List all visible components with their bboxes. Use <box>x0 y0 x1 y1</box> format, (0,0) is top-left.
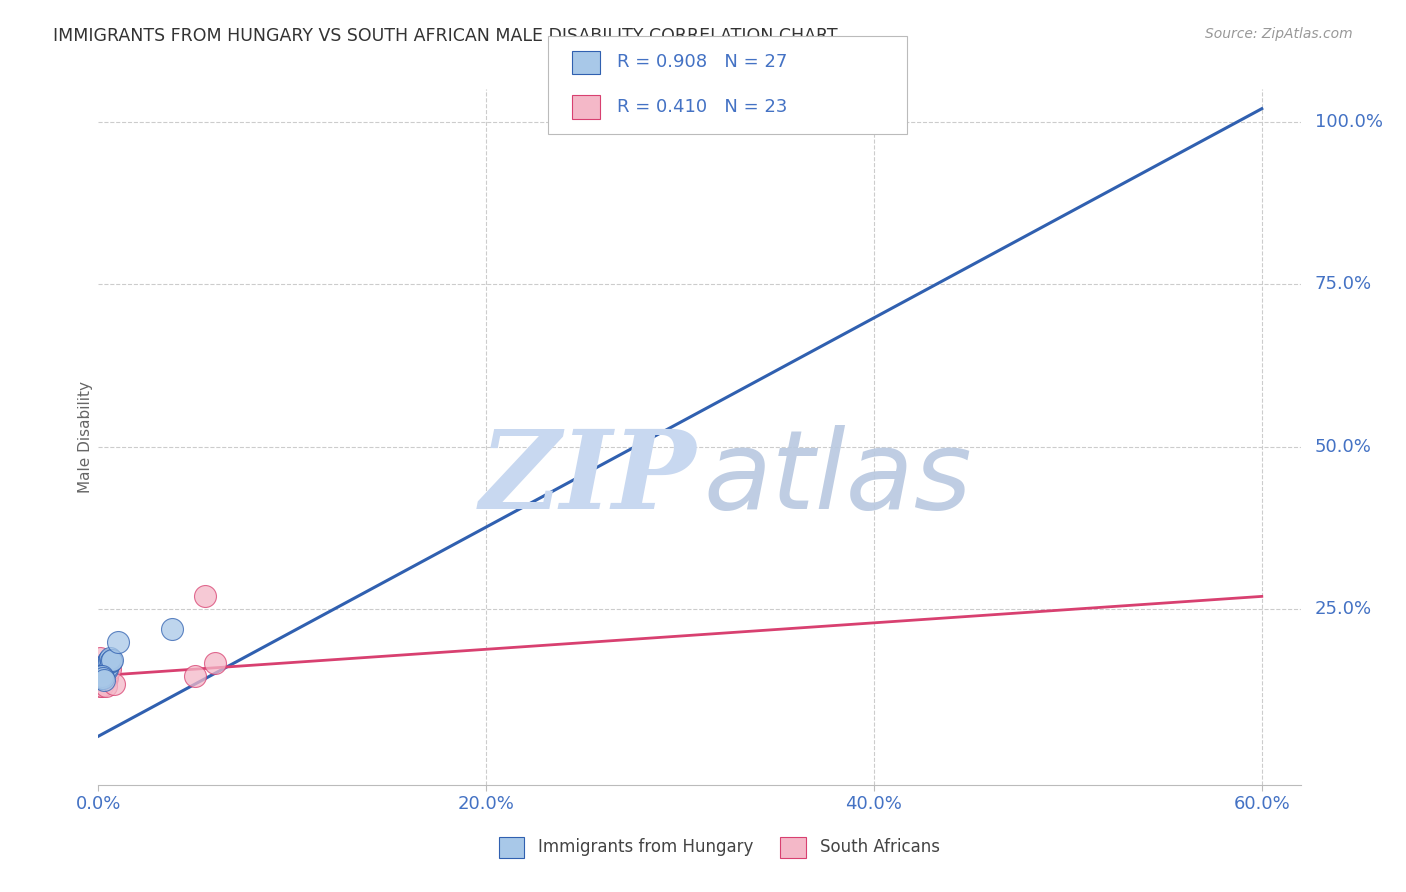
Point <box>100 654 122 668</box>
Text: R = 0.908   N = 27: R = 0.908 N = 27 <box>617 54 787 71</box>
Point <box>89 664 111 678</box>
Point <box>91 669 114 683</box>
Point <box>90 662 112 676</box>
Point <box>91 662 114 676</box>
Point <box>96 669 118 683</box>
Point <box>90 659 112 673</box>
Text: IMMIGRANTS FROM HUNGARY VS SOUTH AFRICAN MALE DISABILITY CORRELATION CHART: IMMIGRANTS FROM HUNGARY VS SOUTH AFRICAN… <box>53 27 838 45</box>
Point <box>89 651 111 665</box>
Point <box>93 669 115 683</box>
Text: ZIP: ZIP <box>479 425 696 533</box>
Point <box>89 679 111 693</box>
Point <box>184 669 207 683</box>
Point <box>97 654 120 668</box>
Point <box>94 664 117 678</box>
Point <box>96 662 118 676</box>
Point <box>91 679 114 693</box>
Point <box>93 659 115 673</box>
Text: Source: ZipAtlas.com: Source: ZipAtlas.com <box>1205 27 1353 41</box>
Point <box>94 662 117 676</box>
Point <box>91 669 114 683</box>
Y-axis label: Male Disability: Male Disability <box>77 381 93 493</box>
Point <box>98 662 121 676</box>
Point <box>90 664 112 678</box>
Point <box>160 622 183 636</box>
Point <box>98 651 121 665</box>
Point <box>91 671 114 685</box>
Point <box>103 677 125 691</box>
Point <box>90 662 112 676</box>
Point <box>89 664 111 678</box>
Point <box>98 653 121 667</box>
Text: R = 0.410   N = 23: R = 0.410 N = 23 <box>617 98 787 116</box>
Point <box>91 669 114 683</box>
Text: 75.0%: 75.0% <box>1315 276 1372 293</box>
Text: atlas: atlas <box>703 425 972 533</box>
Text: South Africans: South Africans <box>820 838 939 856</box>
Text: 100.0%: 100.0% <box>1315 112 1384 131</box>
Point <box>91 661 114 675</box>
Text: Immigrants from Hungary: Immigrants from Hungary <box>538 838 754 856</box>
Point <box>94 657 117 672</box>
Point <box>93 664 115 678</box>
Point <box>101 653 124 667</box>
Point <box>96 661 118 675</box>
Point <box>93 664 115 678</box>
Text: 25.0%: 25.0% <box>1315 600 1372 618</box>
Point <box>93 661 115 675</box>
Point <box>91 666 114 681</box>
Point <box>98 659 121 673</box>
Point <box>96 671 118 685</box>
Point <box>91 664 114 678</box>
Point <box>90 671 112 685</box>
Point <box>93 673 115 687</box>
Point <box>194 590 217 604</box>
Point <box>204 656 226 670</box>
Point <box>89 669 111 683</box>
Point <box>97 656 120 670</box>
Text: 50.0%: 50.0% <box>1315 438 1372 456</box>
Point <box>94 662 117 676</box>
Point <box>97 661 120 675</box>
Point <box>107 635 129 649</box>
Point <box>96 679 118 693</box>
Point <box>96 659 118 673</box>
